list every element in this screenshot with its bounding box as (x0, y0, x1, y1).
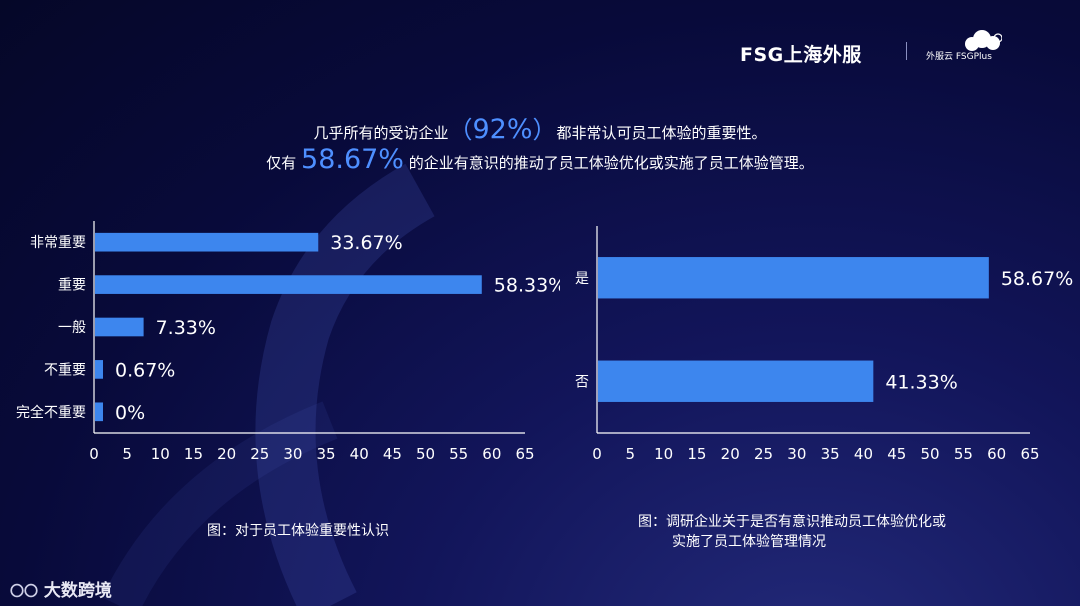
headline-paren: ） (532, 116, 557, 144)
brand-logo: 〇〇 大数跨境 (10, 576, 112, 601)
data-label: 7.33% (156, 317, 216, 339)
chart2-caption-line1: 图：调研企业关于是否有意识推动员工体验优化或 (638, 514, 946, 530)
data-label: 0% (115, 402, 145, 424)
fsg-logo: FSG上海外服 (740, 44, 862, 66)
headline-text: 几乎所有的受访企业 (313, 124, 449, 142)
x-tick-label: 0 (89, 445, 99, 463)
x-tick-label: 10 (654, 445, 673, 463)
bar (95, 360, 103, 379)
category-label: 是 (575, 271, 589, 287)
x-tick-label: 15 (184, 445, 203, 463)
x-tick-label: 60 (482, 445, 501, 463)
bar (95, 317, 144, 337)
category-label: 一般 (58, 320, 86, 336)
headline-highlight: 58.67% (301, 144, 404, 175)
brand-name: 大数跨境 (43, 581, 112, 601)
data-label: 0.67% (115, 359, 175, 381)
headline-highlight: 92% (472, 114, 533, 145)
logo-divider (906, 42, 907, 60)
bar (598, 257, 989, 299)
bar (95, 275, 482, 294)
importance-bar-chart: 0 5 10 15 20 25 30 35 40 45 50 55 60 65 非常重要 33.67% 重要 58… (16, 221, 560, 463)
bar (95, 232, 319, 252)
data-label: 41.33% (885, 371, 957, 393)
x-tick-label: 35 (821, 445, 840, 463)
x-tick-label: 55 (449, 445, 468, 463)
headline-line-2: 仅有 58.67% 的企业有意识的推动了员工体验优化或实施了员工体验管理。 (0, 144, 1080, 175)
brand-icon: 〇〇 (10, 584, 38, 600)
x-tick-label: 35 (317, 445, 336, 463)
x-tick-label: 45 (887, 445, 906, 463)
data-label: 58.67% (1001, 268, 1073, 290)
category-label: 否 (575, 374, 589, 390)
x-tick-label: 25 (250, 445, 269, 463)
x-tick-label: 20 (721, 445, 740, 463)
category-label: 不重要 (44, 362, 86, 378)
headline-text: 仅有 (266, 154, 297, 172)
x-tick-label: 25 (754, 445, 773, 463)
x-tick-label: 0 (592, 445, 602, 463)
headline-text: 都非常认可员工体验的重要性。 (556, 124, 767, 142)
x-tick-label: 55 (954, 445, 973, 463)
chart2-caption: 图：调研企业关于是否有意识推动员工体验优化或 实施了员工体验管理情况 (638, 512, 946, 552)
x-tick-label: 60 (987, 445, 1006, 463)
x-tick-label: 10 (151, 445, 170, 463)
x-tick-label: 40 (854, 445, 873, 463)
x-tick-label: 5 (122, 445, 132, 463)
x-tick-label: 30 (787, 445, 806, 463)
category-label: 非常重要 (30, 235, 86, 251)
x-tick-label: 50 (416, 445, 435, 463)
headline-paren: （ (448, 116, 473, 144)
x-tick-label: 65 (1020, 445, 1039, 463)
x-tick-label: 15 (687, 445, 706, 463)
bar (95, 402, 103, 422)
headline-line-1: 几乎所有的受访企业（92%）都非常认可员工体验的重要性。 (0, 110, 1080, 145)
x-tick-label: 65 (515, 445, 534, 463)
category-label: 重要 (58, 278, 86, 294)
x-tick-label: 45 (383, 445, 402, 463)
x-tick-label: 40 (350, 445, 369, 463)
x-tick-label: 50 (921, 445, 940, 463)
cloud-icon (965, 30, 1002, 51)
x-tick-label: 5 (626, 445, 636, 463)
promotion-bar-chart: 0 5 10 15 20 25 30 35 40 45 50 55 60 65 是 58.67% 否 41.33% (575, 226, 1073, 463)
headline-text: 的企业有意识的推动了员工体验优化或实施了员工体验管理。 (408, 154, 814, 172)
data-label: 58.33% (494, 275, 560, 297)
x-tick-label: 20 (217, 445, 236, 463)
chart1-caption: 图：对于员工体验重要性认识 (207, 523, 389, 539)
category-label: 完全不重要 (16, 404, 86, 421)
chart2-caption-line2: 实施了员工体验管理情况 (672, 534, 826, 550)
data-label: 33.67% (330, 232, 402, 254)
fsgplus-logo: 外服云 FSGPlus (926, 52, 992, 62)
x-tick-label: 30 (283, 445, 302, 463)
bar (598, 360, 874, 402)
